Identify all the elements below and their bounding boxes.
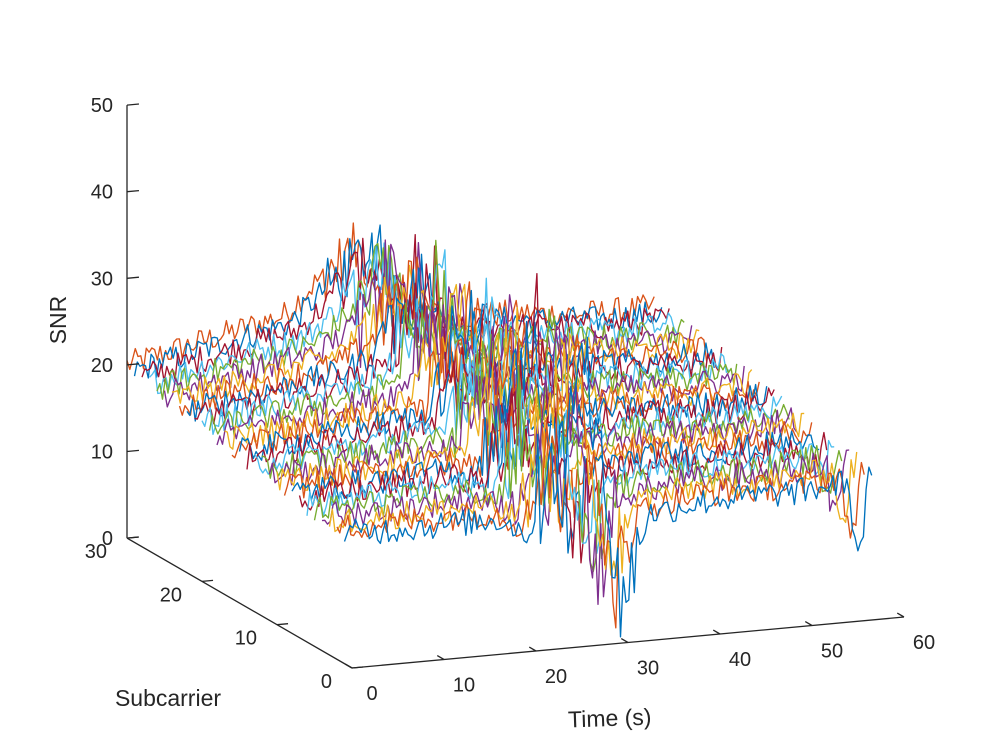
z-tick-label: 50: [91, 95, 113, 117]
y-tick-label: 0: [321, 671, 332, 693]
series-line-subcarrier-11: [268, 294, 798, 526]
y-tick-mark: [201, 579, 214, 583]
z-tick-mark: [126, 103, 140, 106]
x-tick-mark: [344, 663, 353, 669]
x-tick-mark: [896, 612, 905, 618]
x-tick-label: 50: [821, 641, 843, 663]
y-axis-label: Subcarrier: [115, 685, 221, 711]
y-tick-label: 10: [235, 628, 257, 650]
y-tick-mark: [351, 666, 364, 669]
z-tick-mark: [126, 276, 140, 279]
z-tick-label: 10: [91, 442, 113, 464]
x-tick-label: 40: [729, 649, 751, 671]
x-tick-mark: [620, 638, 629, 644]
y-tick-label: 20: [160, 584, 182, 606]
z-tick-label: 30: [91, 268, 113, 290]
x-tick-label: 30: [637, 658, 659, 680]
z-tick-label: 0: [102, 528, 113, 550]
y-tick-label: 30: [85, 541, 107, 563]
series-line-subcarrier-12: [261, 325, 790, 507]
x-tick-mark: [804, 621, 813, 627]
series-line-subcarrier-3: [328, 333, 858, 577]
x-axis-label: Time (s): [568, 704, 652, 733]
series-line-subcarrier-14: [246, 302, 775, 474]
z-tick-mark: [126, 363, 140, 366]
z-tick-mark: [126, 449, 140, 453]
z-axis-label: SNR: [45, 296, 71, 345]
z-tick-mark: [126, 536, 140, 539]
z-tick-label: 20: [91, 355, 113, 377]
x-tick-label: 10: [453, 675, 475, 697]
series-line-subcarrier-6: [306, 336, 835, 555]
x-tick-label: 60: [913, 632, 935, 654]
z-tick-mark: [126, 189, 140, 193]
y-tick-mark: [276, 623, 289, 626]
x-tick-mark: [712, 629, 721, 635]
y-axis-line: [126, 537, 353, 669]
series-layer: [126, 222, 873, 638]
x-tick-label: 20: [545, 666, 567, 688]
series-line-subcarrier-4: [321, 325, 850, 605]
series-line-subcarrier-15: [238, 289, 768, 467]
x-tick-mark: [528, 646, 537, 652]
series-line-subcarrier-5: [313, 308, 843, 573]
z-tick-label: 40: [91, 182, 113, 204]
x-tick-mark: [436, 655, 445, 661]
x-tick-label: 0: [366, 683, 377, 705]
series-line-subcarrier-1: [343, 337, 873, 638]
